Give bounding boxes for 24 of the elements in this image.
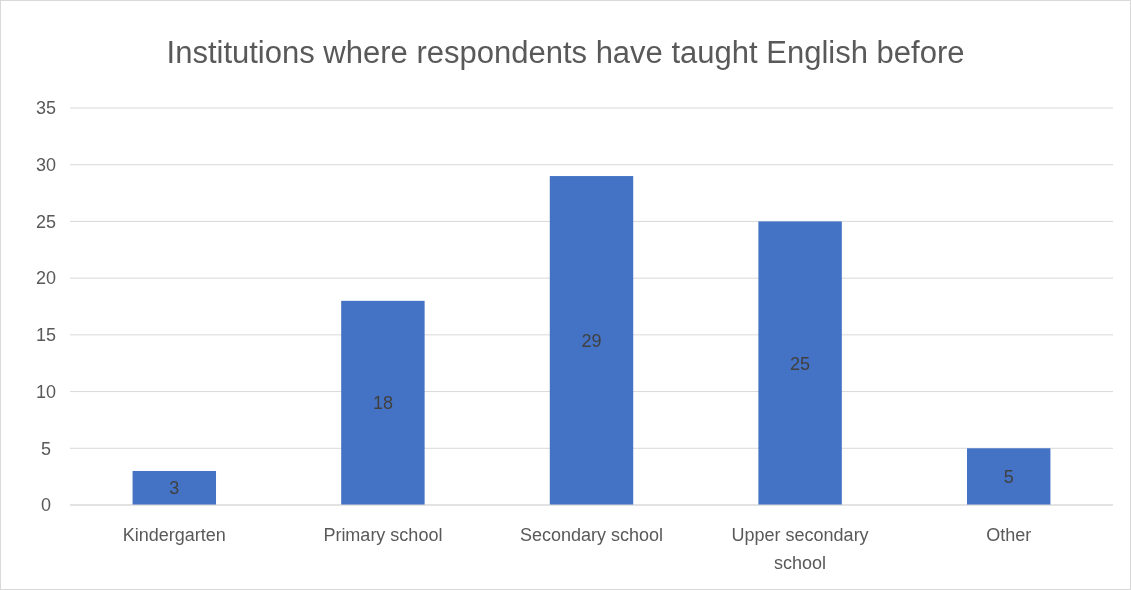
data-label: 5 (1003, 466, 1014, 487)
y-tick-label: 25 (35, 211, 57, 232)
bar (341, 300, 425, 505)
x-tick-label: Upper secondary school (731, 525, 869, 574)
x-tick-label: Kindergarten (122, 525, 226, 546)
bar (966, 448, 1051, 505)
y-tick-label: 10 (35, 381, 57, 402)
y-tick-label: 20 (35, 268, 57, 289)
data-label: 18 (372, 393, 393, 414)
y-tick-label: 5 (40, 438, 52, 459)
bar (758, 221, 842, 505)
y-tick-label: 35 (35, 98, 57, 119)
data-label: 25 (790, 353, 811, 374)
bar (132, 470, 217, 505)
data-label: 3 (169, 478, 180, 499)
y-tick-label: 0 (40, 495, 52, 516)
y-tick-label: 15 (35, 325, 57, 346)
x-tick-label: Other (986, 525, 1032, 546)
y-tick-label: 30 (35, 155, 57, 176)
data-label: 29 (581, 330, 602, 351)
chart-title: Institutions where respondents have taught English before (166, 34, 965, 70)
x-tick-label: Primary school (323, 525, 443, 546)
x-tick-label: Secondary school (519, 525, 664, 546)
bar (549, 176, 634, 505)
